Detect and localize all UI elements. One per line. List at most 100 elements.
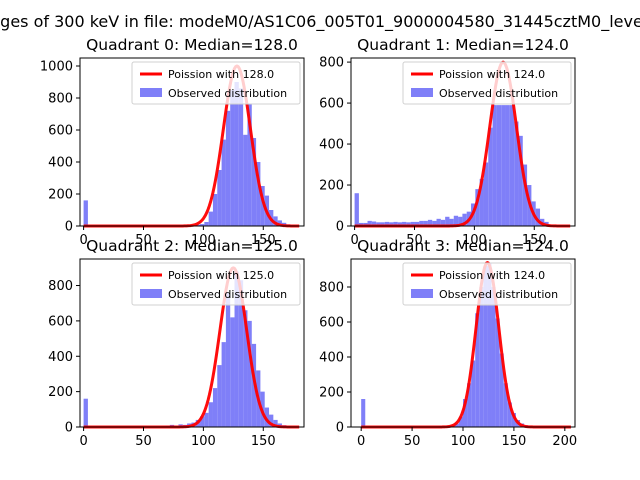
histogram-bar [419,220,424,226]
axes-frame [350,57,576,227]
axes-frame [79,258,305,428]
histogram-bar [230,317,235,427]
histogram-bar [221,139,226,226]
y-tick-label: 600 [48,314,73,329]
legend-entry-poisson: Poission with 128.0 [168,68,274,81]
legend-entry-observed: Observed distribution [439,288,558,301]
histogram-bar [492,105,497,226]
y-tick-label: 800 [48,279,73,294]
y-tick-label: 400 [48,350,73,365]
histogram-bar [200,416,205,427]
histogram-bar [402,221,407,226]
histogram-bar [217,365,222,427]
histogram-bar [238,88,244,227]
histogram-bar [83,200,88,226]
y-tick-label: 600 [48,124,73,139]
x-tick-label: 100 [191,233,216,248]
x-tick-label: 100 [191,434,216,449]
y-tick-label: 0 [336,220,344,235]
histogram-bar [204,412,209,427]
histogram-bar [234,271,239,427]
legend-box [131,262,301,306]
histogram-bar [414,221,420,226]
legend-box [131,61,301,105]
y-tick-label: 600 [319,316,344,331]
histogram-bar [195,224,201,226]
histogram-bar [217,170,222,226]
histogram-bar [371,221,377,226]
histogram-bar [499,353,504,427]
y-tick-label: 200 [48,385,73,400]
x-tick-label: 150 [251,434,276,449]
y-tick-label: 400 [319,351,344,366]
legend: Poission with 128.0 Observed distribution [131,61,301,105]
panel-quadrant-2: 0 50 100 150 0 200 400 600 800 Quadrant 2: Median… [48,237,305,449]
panel-title: Quadrant 0: Median=128.0 [86,36,298,54]
histogram-bar [273,419,278,427]
histogram-bar [380,222,385,226]
histogram-bar [496,105,502,226]
histogram-bar [243,310,248,427]
y-tick-label: 200 [48,188,73,203]
histogram-bar [376,222,381,226]
axes-frame [79,57,305,227]
y-tick-label: 200 [319,179,344,194]
y-tick-label: 400 [319,138,344,153]
histogram-bar [230,90,235,226]
y-tick-label: 600 [319,97,344,112]
histogram-bar [361,399,366,427]
histogram-bar [535,208,541,226]
histogram-bar [393,221,398,226]
histogram-bar [264,407,270,427]
histogram-bar [458,416,463,427]
figure-title: Median for ranges of 300 keV in file: mo… [0,12,640,32]
y-tick-label: 1000 [40,60,73,75]
histogram-bar [509,105,515,226]
histogram-bar [256,162,261,226]
legend-bar-swatch [411,289,433,298]
histogram-bar [358,222,364,226]
legend: Poission with 124.0 Observed distribution [402,61,572,105]
y-tick-label: 0 [336,421,344,436]
histogram-bar [238,280,244,427]
legend-box [402,262,572,306]
y-tick-label: 800 [48,92,73,107]
histogram-bar [225,292,231,427]
histogram-bar [491,287,496,427]
legend-bar-swatch [140,289,162,298]
histogram-bar [467,383,472,427]
histogram-bar [507,402,512,427]
histogram-bar [488,127,493,226]
y-tick-label: 800 [319,56,344,71]
histogram-bar [505,105,510,226]
histogram-bar [234,82,239,226]
histogram-bar [204,222,209,226]
histogram-bar [243,134,248,226]
histogram-bar [458,216,463,226]
histogram-bar [406,222,411,226]
panel-quadrant-0: 0 50 100 150 0 200 400 600 800 1000 Quadrant 0: Me… [40,36,305,248]
legend: Poission with 124.0 Observed distribution [402,262,572,306]
histogram-bar [495,318,500,427]
histogram-bar [269,414,274,427]
histogram-bar [483,162,489,226]
histogram-bar [225,110,231,226]
histogram-bar [260,186,265,226]
histogram-bar [453,215,459,226]
panel-title: Quadrant 3: Median=124.0 [357,237,569,255]
y-tick-label: 0 [65,220,73,235]
histogram-bar [367,220,372,226]
histogram-bar [208,211,213,226]
panel-quadrant-1: 0 50 100 150 0 200 400 600 800 Quadrant 1: Median… [319,36,576,248]
histogram-bar [384,221,390,226]
panel-quadrant-3: 0 50 100 150 200 0 200 400 600 800 Quadrant 3: Med… [319,237,577,449]
histogram-bar [479,287,484,427]
x-tick-label: 150 [251,233,276,248]
histogram-bar [475,189,480,226]
x-tick-label: 200 [552,434,577,449]
x-tick-label: 100 [462,233,487,248]
legend-entry-poisson: Poission with 124.0 [439,269,545,282]
panel-title: Quadrant 2: Median=125.0 [86,237,298,255]
histogram-bar [221,342,226,427]
histogram-bar [389,222,394,226]
